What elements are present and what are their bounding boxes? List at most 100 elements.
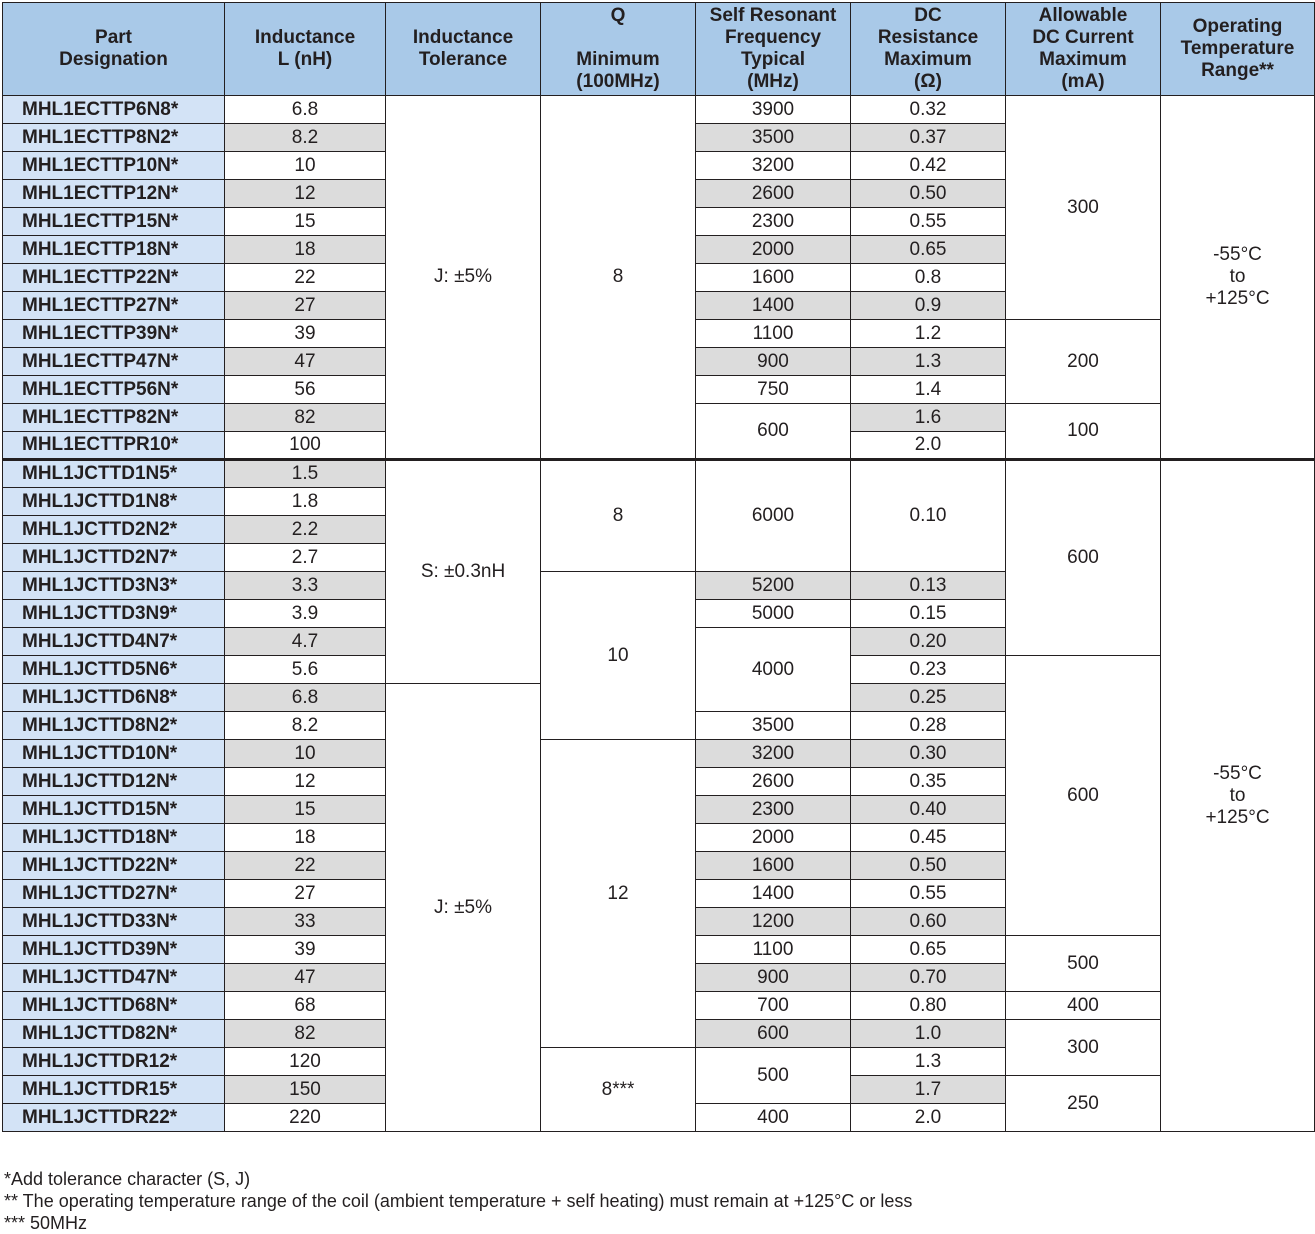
part-designation-cell: MHL1ECTTP8N2* [2,123,225,152]
srf-cell: 2300 [695,795,851,824]
dc-resistance-cell: 0.23 [850,655,1006,684]
table-row: MHL1JCTTD1N5* 1.5 S: ±0.3nH 8 6000 0.10 600 -55… [2,458,1315,1132]
dc-resistance-cell: 0.40 [850,795,1006,824]
dc-resistance-cell: 2.0 [850,431,1006,460]
srf-cell: 3200 [695,739,851,768]
header-operating-temperature: Operating Temperature Range** [1160,2,1315,96]
footnote-tolerance: *Add tolerance character (S, J) [4,1169,251,1189]
dc-resistance-cell: 1.2 [850,319,1006,348]
inductance-cell: 56 [224,375,386,404]
inductance-cell: 3.9 [224,599,386,628]
inductance-cell: 39 [224,319,386,348]
table-row: MHL1JCTTDR12* 120 8*** 500 1.3 [2,1047,1315,1132]
part-designation-cell: MHL1ECTTP6N8* [2,95,225,124]
dc-resistance-cell: 0.30 [850,739,1006,768]
inductance-cell: 27 [224,291,386,320]
dc-resistance-cell: 0.42 [850,151,1006,180]
header-part-designation: Part Designation [2,2,225,96]
inductance-cell: 22 [224,851,386,880]
part-designation-cell: MHL1JCTTD10N* [2,739,225,768]
srf-cell: 2000 [695,235,851,264]
part-designation-cell: MHL1JCTTD39N* [2,935,225,964]
part-designation-cell: MHL1JCTTD4N7* [2,627,225,656]
srf-cell: 1600 [695,263,851,292]
srf-cell: 1200 [695,907,851,936]
srf-cell: 2000 [695,823,851,852]
part-designation-cell: MHL1JCTTD15N* [2,795,225,824]
dc-resistance-cell: 1.3 [850,347,1006,376]
part-designation-cell: MHL1ECTTP39N* [2,319,225,348]
part-designation-cell: MHL1JCTTD1N5* [2,458,225,488]
dc-resistance-cell: 1.6 [850,403,1006,432]
table-row: MHL1ECTTP27N* 27 1400 0.9 [2,291,1315,320]
inductance-cell: 15 [224,795,386,824]
srf-cell: 1100 [695,319,851,348]
srf-cell: 5200 [695,571,851,600]
footnotes: *Add tolerance character (S, J) ** The o… [4,1168,912,1234]
footnote-temperature: ** The operating temperature range of th… [4,1191,913,1211]
srf-cell: 4000 [695,627,851,712]
table-row: MHL1JCTTD68N* 68 700 0.80 400 [2,991,1315,1020]
srf-cell: 900 [695,963,851,992]
table-row: MHL1JCTTD2N2* 2.2 [2,515,1315,544]
inductance-cell: 47 [224,963,386,992]
q-minimum-cell: 8*** [540,1047,696,1132]
dc-resistance-cell: 1.3 [850,1047,1006,1076]
table-row: MHL1JCTTD12N* 12 2600 0.35 [2,767,1315,796]
inductance-cell: 6.8 [224,95,386,124]
table-row: MHL1JCTTD18N* 18 2000 0.45 [2,823,1315,852]
table-row: MHL1JCTTD33N* 33 1200 0.60 [2,907,1315,936]
srf-cell: 6000 [695,458,851,572]
srf-cell: 400 [695,1103,851,1132]
inductor-spec-table: Part Designation Inductance L (nH) Induc… [2,2,1315,1132]
q-minimum-cell: 8 [540,458,696,572]
inductance-cell: 2.2 [224,515,386,544]
inductance-cell: 4.7 [224,627,386,656]
part-designation-cell: MHL1JCTTD82N* [2,1019,225,1048]
part-designation-cell: MHL1ECTTP18N* [2,235,225,264]
table-row: MHL1ECTTP39N* 39 1100 1.2 200 [2,319,1315,404]
part-designation-cell: MHL1ECTTP12N* [2,179,225,208]
part-designation-cell: MHL1JCTTD27N* [2,879,225,908]
tolerance-cell: S: ±0.3nH [385,458,541,684]
dc-resistance-cell: 0.9 [850,291,1006,320]
part-designation-cell: MHL1JCTTD2N2* [2,515,225,544]
srf-cell: 2600 [695,767,851,796]
srf-cell: 1400 [695,879,851,908]
header-allowable-dc-current: Allowable DC Current Maximum (mA) [1005,2,1161,96]
part-designation-cell: MHL1JCTTD12N* [2,767,225,796]
dc-current-cell: 400 [1005,991,1161,1020]
table-row: MHL1ECTTP56N* 56 750 1.4 [2,375,1315,404]
table-row: MHL1JCTTD10N* 10 12 3200 0.30 [2,739,1315,1048]
dc-resistance-cell: 1.0 [850,1019,1006,1048]
dc-resistance-cell: 0.10 [850,458,1006,572]
q-minimum-cell: 10 [540,571,696,740]
dc-resistance-cell: 0.80 [850,991,1006,1020]
part-designation-cell: MHL1JCTTD68N* [2,991,225,1020]
srf-cell: 900 [695,347,851,376]
dc-current-cell: 200 [1005,319,1161,404]
inductance-cell: 120 [224,1047,386,1076]
inductance-cell: 82 [224,403,386,432]
q-minimum-cell: 8 [540,95,696,460]
part-designation-cell: MHL1JCTTD1N8* [2,487,225,516]
table-row: MHL1JCTTD6N8* 6.8 J: ±5% 0.25 [2,683,1315,1132]
table-row: MHL1ECTTP8N2* 8.2 3500 0.37 [2,123,1315,152]
table-row: MHL1ECTTP82N* 82 600 1.6 100 [2,403,1315,460]
dc-resistance-cell: 0.25 [850,683,1006,712]
srf-cell: 2600 [695,179,851,208]
dc-resistance-cell: 1.4 [850,375,1006,404]
srf-cell: 600 [695,403,851,460]
dc-resistance-cell: 0.45 [850,823,1006,852]
table-row: MHL1ECTTPR10* 100 2.0 [2,431,1315,460]
dc-resistance-cell: 0.28 [850,711,1006,740]
dc-resistance-cell: 0.60 [850,907,1006,936]
table-row: MHL1JCTTD15N* 15 2300 0.40 [2,795,1315,824]
srf-cell: 5000 [695,599,851,628]
table-row: MHL1JCTTD1N8* 1.8 [2,487,1315,516]
table-row: MHL1ECTTP15N* 15 2300 0.55 [2,207,1315,236]
part-designation-cell: MHL1JCTTDR22* [2,1103,225,1132]
inductance-cell: 8.2 [224,711,386,740]
dc-resistance-cell: 0.70 [850,963,1006,992]
inductance-cell: 100 [224,431,386,460]
